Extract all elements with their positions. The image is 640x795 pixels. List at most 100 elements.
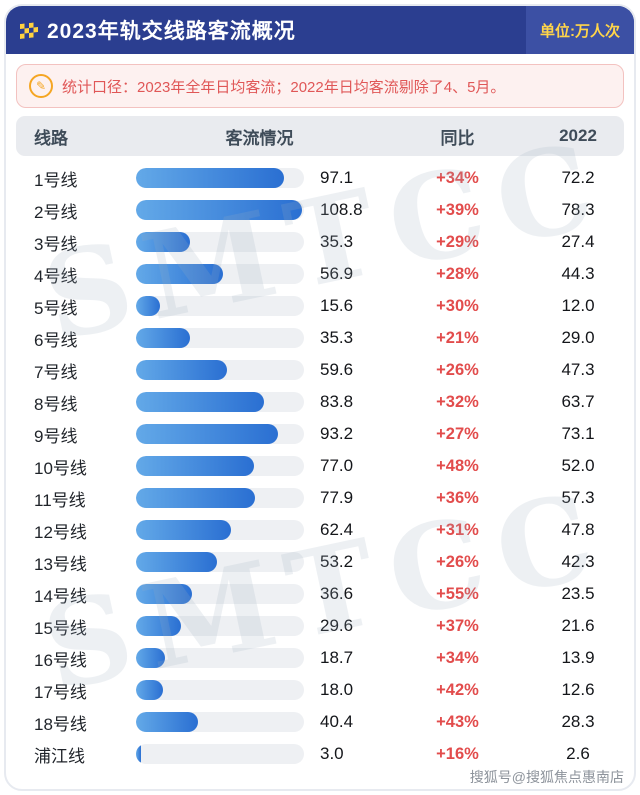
table-row: 11号线 77.9 +36% 57.3	[16, 482, 624, 514]
bar-cell	[136, 168, 311, 188]
value-2023: 56.9	[320, 264, 354, 283]
bar-cell	[136, 392, 311, 412]
note-text: 统计口径：2023年全年日均客流；2022年日均客流剔除了4、5月。	[62, 78, 506, 96]
table-row: 16号线 18.7 +34% 13.9	[16, 642, 624, 674]
column-header-yoy: 同比	[440, 128, 475, 148]
bar-cell	[136, 584, 311, 604]
yoy-value: +26%	[436, 552, 479, 571]
bar-fill	[136, 200, 303, 220]
yoy-value: +36%	[436, 488, 479, 507]
table-row: 12号线 62.4 +31% 47.8	[16, 514, 624, 546]
line-name: 11号线	[34, 490, 86, 510]
infographic-card: 2023年轨交线路客流概况 单位:万人次 ✎ 统计口径：2023年全年日均客流；…	[4, 4, 636, 791]
pencil-icon: ✎	[29, 74, 53, 98]
value-2022: 47.3	[561, 360, 595, 379]
value-2023: 40.4	[320, 712, 354, 731]
yoy-value: +31%	[436, 520, 479, 539]
yoy-value: +28%	[436, 264, 479, 283]
value-2022: 28.3	[561, 712, 595, 731]
value-2023: 77.0	[320, 456, 354, 475]
value-2022: 29.0	[561, 328, 595, 347]
value-2022: 2.6	[566, 744, 590, 763]
bar-cell	[136, 488, 311, 508]
bar-track	[136, 680, 304, 700]
value-2022: 52.0	[561, 456, 595, 475]
yoy-value: +55%	[436, 584, 479, 603]
yoy-value: +37%	[436, 616, 479, 635]
value-2023: 93.2	[320, 424, 354, 443]
value-2023: 35.3	[320, 328, 354, 347]
bar-track	[136, 712, 304, 732]
table-row: 1号线 97.1 +34% 72.2	[16, 162, 624, 194]
table-row: 15号线 29.6 +37% 21.6	[16, 610, 624, 642]
line-name: 17号线	[34, 682, 87, 702]
yoy-value: +29%	[436, 232, 479, 251]
bar-cell	[136, 232, 311, 252]
table-row: 8号线 83.8 +32% 63.7	[16, 386, 624, 418]
value-2023: 18.0	[320, 680, 354, 699]
bar-cell	[136, 200, 311, 220]
bar-fill	[136, 232, 190, 252]
bar-track	[136, 232, 304, 252]
bar-fill	[136, 616, 182, 636]
bar-track	[136, 424, 304, 444]
bar-cell	[136, 328, 311, 348]
table-row: 2号线 108.8 +39% 78.3	[16, 194, 624, 226]
table-body: 1号线 97.1 +34% 72.2 2号线 108.8 +39% 78.3 3…	[6, 162, 634, 770]
yoy-value: +39%	[436, 200, 479, 219]
bar-fill	[136, 360, 228, 380]
checker-flag-icon	[20, 22, 38, 39]
bar-fill	[136, 520, 232, 540]
bar-fill	[136, 488, 255, 508]
value-2023: 59.6	[320, 360, 354, 379]
value-2023: 97.1	[320, 168, 354, 187]
column-header-flow: 客流情况	[225, 128, 294, 148]
yoy-value: +48%	[436, 456, 479, 475]
table-row: 浦江线 3.0 +16% 2.6	[16, 738, 624, 770]
table-row: 14号线 36.6 +55% 23.5	[16, 578, 624, 610]
yoy-value: +34%	[436, 168, 479, 187]
yoy-value: +30%	[436, 296, 479, 315]
bar-cell	[136, 264, 311, 284]
table-row: 10号线 77.0 +48% 52.0	[16, 450, 624, 482]
table-header: 线路 客流情况 同比 2022	[16, 116, 624, 156]
value-2022: 27.4	[561, 232, 595, 251]
bar-cell	[136, 744, 311, 764]
table-row: 3号线 35.3 +29% 27.4	[16, 226, 624, 258]
bar-fill	[136, 424, 279, 444]
yoy-value: +32%	[436, 392, 479, 411]
value-2023: 29.6	[320, 616, 354, 635]
line-name: 浦江线	[34, 746, 85, 766]
bar-track	[136, 744, 304, 764]
bar-cell	[136, 296, 311, 316]
column-header-line: 线路	[34, 128, 68, 148]
value-2023: 62.4	[320, 520, 354, 539]
yoy-value: +21%	[436, 328, 479, 347]
line-name: 6号线	[34, 330, 78, 350]
value-2022: 57.3	[561, 488, 595, 507]
bar-track	[136, 296, 304, 316]
bar-track	[136, 488, 304, 508]
bar-track	[136, 200, 304, 220]
yoy-value: +26%	[436, 360, 479, 379]
bar-fill	[136, 296, 160, 316]
bar-fill	[136, 328, 190, 348]
value-2023: 77.9	[320, 488, 354, 507]
line-name: 10号线	[34, 458, 87, 478]
yoy-value: +16%	[436, 744, 479, 763]
value-2023: 36.6	[320, 584, 354, 603]
bar-track	[136, 520, 304, 540]
value-2022: 73.1	[561, 424, 595, 443]
note-strip: ✎ 统计口径：2023年全年日均客流；2022年日均客流剔除了4、5月。	[16, 64, 624, 108]
bar-fill	[136, 392, 264, 412]
bar-cell	[136, 424, 311, 444]
bar-cell	[136, 616, 311, 636]
bar-track	[136, 552, 304, 572]
bar-cell	[136, 680, 311, 700]
page-title-wrap: 2023年轨交线路客流概况	[20, 15, 296, 45]
value-2023: 18.7	[320, 648, 354, 667]
value-2022: 63.7	[561, 392, 595, 411]
value-2023: 35.3	[320, 232, 354, 251]
value-2023: 108.8	[320, 200, 363, 219]
line-name: 5号线	[34, 298, 78, 318]
